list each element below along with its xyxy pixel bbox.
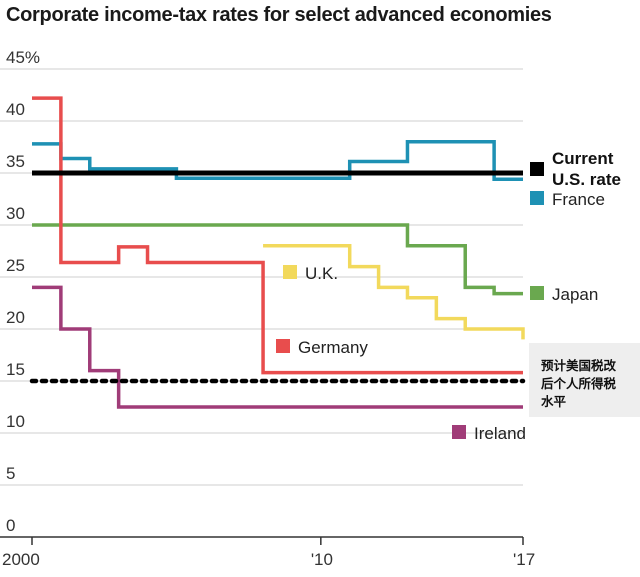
y-tick-label-45: 45% <box>6 48 40 67</box>
y-tick-label-35: 35 <box>6 152 25 171</box>
legend-item-u-k: U.K. <box>283 264 338 283</box>
legend-swatch <box>530 191 544 205</box>
y-tick-label-0: 0 <box>6 516 15 535</box>
series-line-japan <box>32 223 523 296</box>
x-tick-label-2010: '10 <box>311 550 333 569</box>
legend-swatch <box>276 339 290 353</box>
legend-label: U.S. rate <box>552 170 621 189</box>
y-tick-label-30: 30 <box>6 204 25 223</box>
x-tick-label-2017: '17 <box>513 550 535 569</box>
legend-item-france: France <box>530 190 605 209</box>
legend-swatch <box>283 265 297 279</box>
legend-swatch <box>530 286 544 300</box>
legend-label: U.K. <box>305 264 338 283</box>
legend-item-japan: Japan <box>530 285 598 304</box>
annotation-text: 预计美国税改 <box>541 358 617 373</box>
y-tick-label-5: 5 <box>6 464 15 483</box>
legend-label: France <box>552 190 605 209</box>
series-line-u-k <box>263 244 525 340</box>
chart-title: Corporate income-tax rates for select ad… <box>6 4 552 26</box>
y-axis-ticks: 45% 40 35 30 25 20 15 10 5 0 <box>6 48 40 535</box>
series-line-germany <box>32 96 523 375</box>
legend-label: Current <box>552 149 614 168</box>
legend-item-germany: Germany <box>276 338 368 357</box>
x-axis: 2000 '10 '17 <box>0 536 535 569</box>
legend-swatch <box>452 425 466 439</box>
y-tick-label-20: 20 <box>6 308 25 327</box>
y-tick-label-10: 10 <box>6 412 25 431</box>
y-tick-label-15: 15 <box>6 360 25 379</box>
legend-item-ireland: Ireland <box>452 424 526 443</box>
annotation-text: 水平 <box>541 394 567 409</box>
legend-label: Ireland <box>474 424 526 443</box>
series-line-france <box>32 140 523 181</box>
legend-label: Germany <box>298 338 368 357</box>
annotation-box <box>529 343 640 417</box>
x-tick-label-2000: 2000 <box>2 550 40 569</box>
legend-swatch <box>530 162 544 176</box>
legend-item-current-u-s-rate: Current U.S. rate <box>530 149 621 189</box>
series-line-ireland <box>32 285 523 409</box>
series-lines <box>29 96 526 409</box>
annotation-text: 后个人所得税 <box>541 376 617 391</box>
legend-label: Japan <box>552 285 598 304</box>
y-tick-label-40: 40 <box>6 100 25 119</box>
y-tick-label-25: 25 <box>6 256 25 275</box>
